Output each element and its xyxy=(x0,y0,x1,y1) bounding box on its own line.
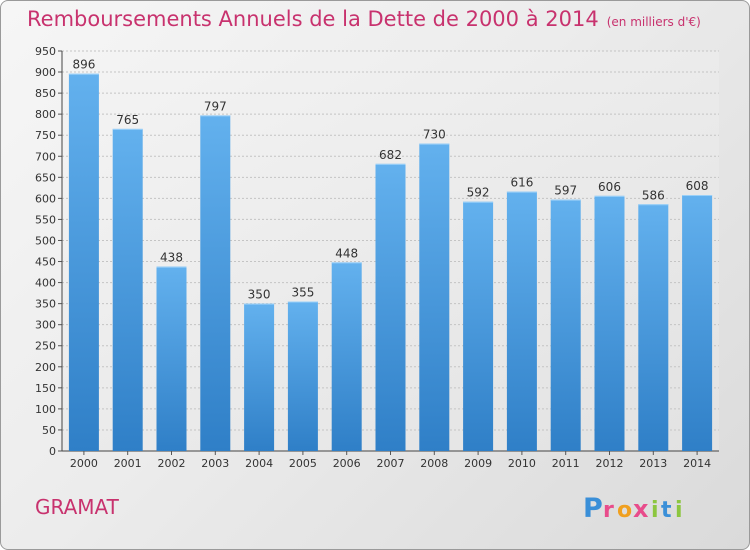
bar-2005 xyxy=(287,301,318,451)
title-text: Remboursements Annuels de la Dette de 20… xyxy=(27,7,599,31)
logo-letter-i: i xyxy=(651,498,659,523)
bar-2006 xyxy=(331,262,362,451)
y-tick-label: 850 xyxy=(35,87,56,100)
bar-2014 xyxy=(682,195,713,451)
y-tick-label: 150 xyxy=(35,382,56,395)
y-tick-label: 550 xyxy=(35,213,56,226)
x-tick-label-2008: 2008 xyxy=(420,457,448,470)
x-tick-label-2007: 2007 xyxy=(377,457,405,470)
y-tick-label: 100 xyxy=(35,403,56,416)
y-tick-label: 450 xyxy=(35,256,56,269)
y-tick-label: 250 xyxy=(35,340,56,353)
x-tick-label-2009: 2009 xyxy=(464,457,492,470)
data-label-2005: 355 xyxy=(291,286,314,300)
bar-2003 xyxy=(200,115,231,451)
logo-letter-t: t xyxy=(661,498,672,523)
y-tick-label: 200 xyxy=(35,361,56,374)
data-label-2009: 592 xyxy=(467,186,490,200)
y-tick-label: 600 xyxy=(35,192,56,205)
y-tick-label: 800 xyxy=(35,108,56,121)
logo-letter-x: x xyxy=(633,495,649,523)
chart-subtitle: (en milliers d'€) xyxy=(606,15,701,29)
y-tick-label: 950 xyxy=(35,45,56,58)
data-label-2001: 765 xyxy=(116,113,139,127)
data-label-2002: 438 xyxy=(160,251,183,265)
x-tick-label-2011: 2011 xyxy=(552,457,580,470)
x-tick-label-2005: 2005 xyxy=(289,457,317,470)
y-tick-label: 900 xyxy=(35,66,56,79)
bar-2004 xyxy=(244,303,275,451)
data-label-2013: 586 xyxy=(642,188,665,202)
data-label-2004: 350 xyxy=(248,288,271,302)
data-label-2003: 797 xyxy=(204,99,227,113)
y-tick-label: 0 xyxy=(49,445,56,458)
bar-2001 xyxy=(112,128,143,451)
x-tick-label-2002: 2002 xyxy=(158,457,186,470)
data-label-2007: 682 xyxy=(379,148,402,162)
bar-2009 xyxy=(463,201,494,451)
town-name: GRAMAT xyxy=(35,495,119,519)
bar-2002 xyxy=(156,266,187,451)
data-label-2011: 597 xyxy=(554,184,577,198)
y-tick-label: 350 xyxy=(35,298,56,311)
y-tick-label: 300 xyxy=(35,319,56,332)
data-label-2006: 448 xyxy=(335,246,358,260)
x-tick-label-2013: 2013 xyxy=(639,457,667,470)
x-tick-label-2014: 2014 xyxy=(683,457,711,470)
y-tick-label: 50 xyxy=(42,424,56,437)
x-tick-label-2012: 2012 xyxy=(596,457,624,470)
y-tick-label: 650 xyxy=(35,171,56,184)
chart-title: Remboursements Annuels de la Dette de 20… xyxy=(27,7,701,31)
bar-2011 xyxy=(550,199,581,451)
proxiti-logo-icon: P r o x i t i xyxy=(583,493,683,524)
bar-2010 xyxy=(506,191,537,451)
x-tick-label-2006: 2006 xyxy=(333,457,361,470)
y-tick-label: 750 xyxy=(35,129,56,142)
bar-2000 xyxy=(68,73,99,451)
logo-letter-r: r xyxy=(603,498,614,523)
x-tick-label-2010: 2010 xyxy=(508,457,536,470)
x-tick-label-2000: 2000 xyxy=(70,457,98,470)
logo-letter-p: P xyxy=(583,493,603,524)
y-tick-label: 500 xyxy=(35,234,56,247)
bar-2013 xyxy=(638,204,669,451)
x-tick-label-2001: 2001 xyxy=(114,457,142,470)
y-tick-label: 700 xyxy=(35,150,56,163)
logo-letter-o: o xyxy=(617,498,632,523)
logo-letter-i-2: i xyxy=(675,498,683,523)
bar-2012 xyxy=(594,195,625,451)
data-label-2000: 896 xyxy=(72,58,95,72)
x-tick-label-2003: 2003 xyxy=(201,457,229,470)
y-tick-label: 400 xyxy=(35,277,56,290)
data-label-2012: 606 xyxy=(598,180,621,194)
data-label-2014: 608 xyxy=(686,179,709,193)
x-tick-label-2004: 2004 xyxy=(245,457,273,470)
data-label-2008: 730 xyxy=(423,128,446,142)
bar-2007 xyxy=(375,163,406,451)
data-label-2010: 616 xyxy=(510,176,533,190)
bar-2008 xyxy=(419,143,450,451)
